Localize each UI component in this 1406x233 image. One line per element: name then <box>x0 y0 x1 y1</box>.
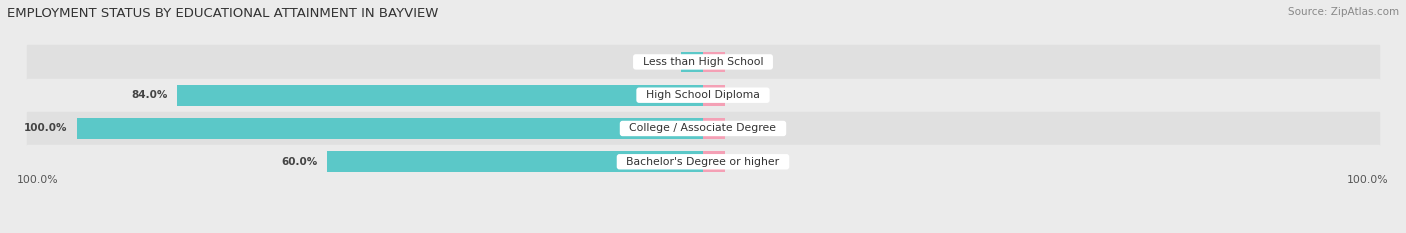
Bar <box>703 151 725 172</box>
Bar <box>703 118 725 139</box>
Text: Source: ZipAtlas.com: Source: ZipAtlas.com <box>1288 7 1399 17</box>
Bar <box>27 45 1379 79</box>
Bar <box>681 51 703 72</box>
Bar <box>27 79 1379 112</box>
Text: College / Associate Degree: College / Associate Degree <box>623 123 783 134</box>
Text: 0.0%: 0.0% <box>734 123 763 134</box>
Text: 0.0%: 0.0% <box>734 157 763 167</box>
Text: 100.0%: 100.0% <box>24 123 67 134</box>
Text: 60.0%: 60.0% <box>281 157 318 167</box>
Text: EMPLOYMENT STATUS BY EDUCATIONAL ATTAINMENT IN BAYVIEW: EMPLOYMENT STATUS BY EDUCATIONAL ATTAINM… <box>7 7 439 20</box>
Text: 0.0%: 0.0% <box>734 57 763 67</box>
Bar <box>77 118 703 139</box>
Text: High School Diploma: High School Diploma <box>640 90 766 100</box>
Text: 100.0%: 100.0% <box>1347 175 1389 185</box>
Text: 100.0%: 100.0% <box>17 175 59 185</box>
Legend: In Labor Force, Unemployed: In Labor Force, Unemployed <box>599 230 807 233</box>
Text: 0.0%: 0.0% <box>734 90 763 100</box>
Bar <box>328 151 703 172</box>
Bar <box>703 51 725 72</box>
Text: 84.0%: 84.0% <box>131 90 167 100</box>
Bar <box>27 112 1379 145</box>
Text: 0.0%: 0.0% <box>643 57 672 67</box>
Bar <box>177 85 703 106</box>
Text: Bachelor's Degree or higher: Bachelor's Degree or higher <box>620 157 786 167</box>
Bar <box>703 85 725 106</box>
Bar <box>27 145 1379 178</box>
Text: Less than High School: Less than High School <box>636 57 770 67</box>
